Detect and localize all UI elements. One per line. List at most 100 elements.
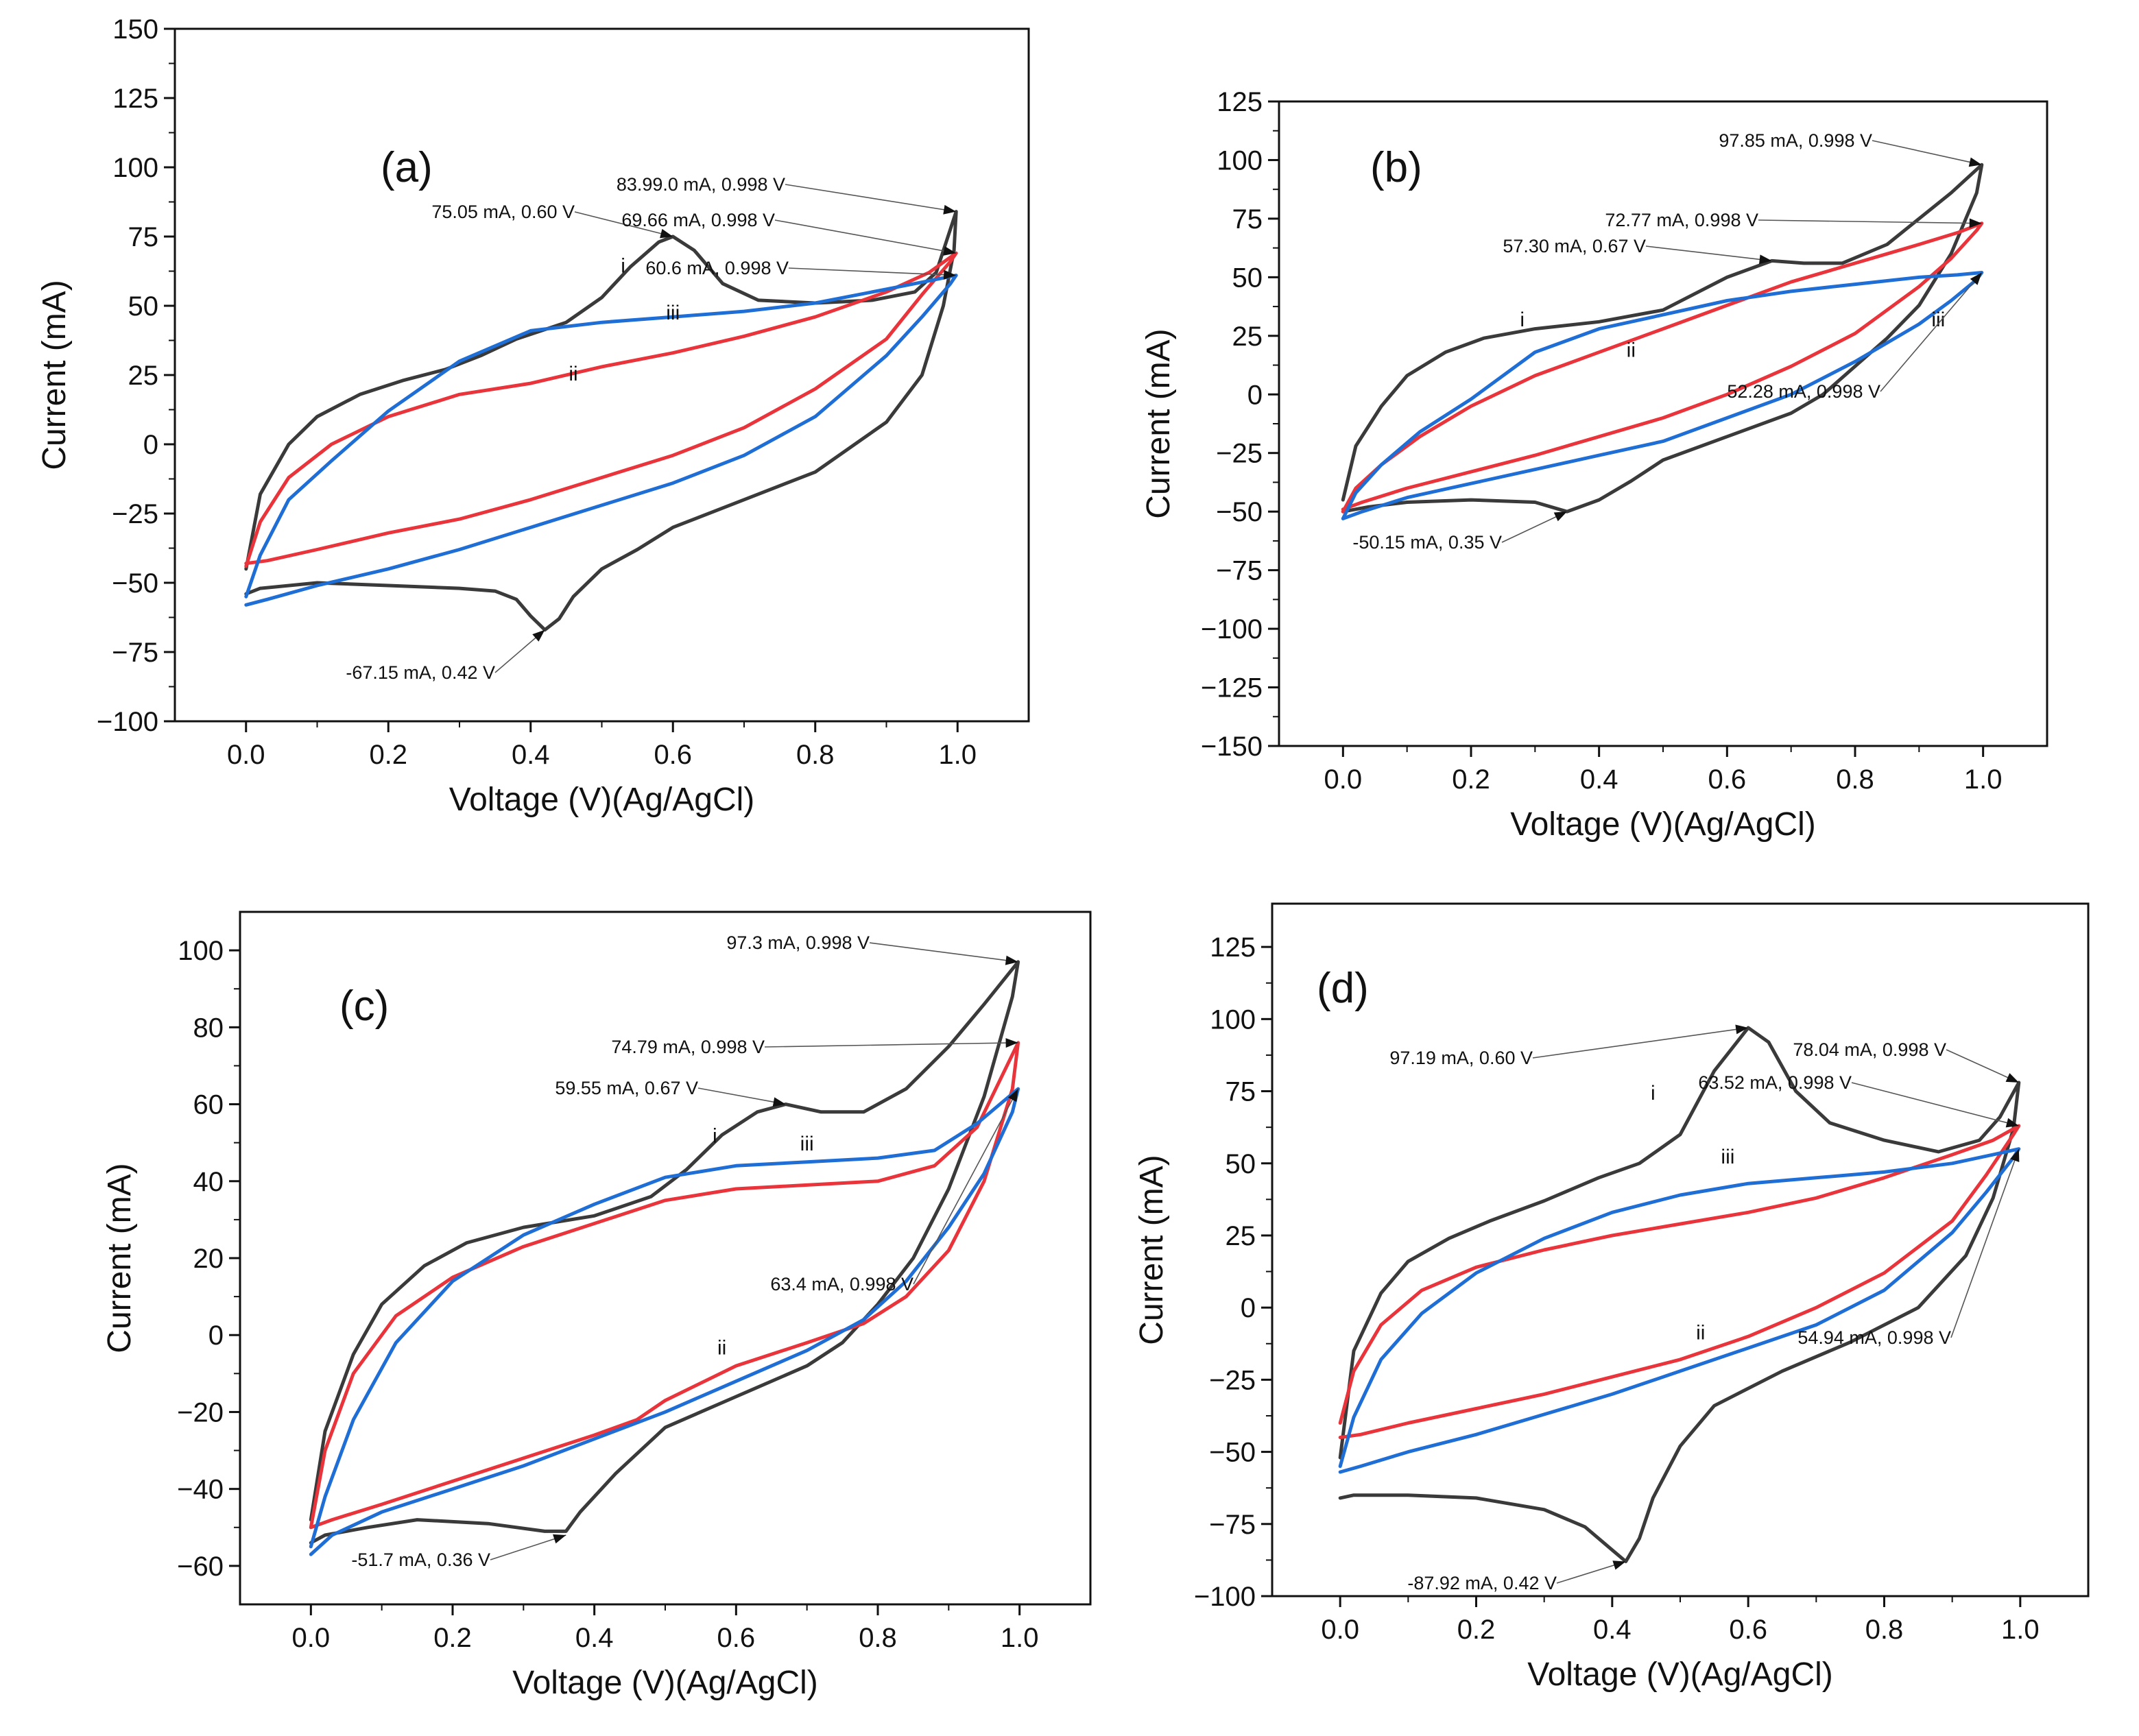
annotation-arrowhead	[2005, 1118, 2019, 1128]
y-tick-label: −75	[1216, 556, 1263, 586]
x-tick-label: 0.4	[575, 1623, 614, 1653]
x-axis: 0.0 0.2 0.4 0.6 0.8 1.0	[1321, 1596, 2040, 1645]
x-tick-label: 0.2	[1452, 764, 1490, 795]
y-tick-label: 60	[193, 1090, 224, 1120]
annotation-arrowhead	[553, 1534, 566, 1544]
annotation-label: -67.15 mA, 0.42 V	[346, 662, 495, 683]
x-tick-label: 0.2	[1457, 1615, 1496, 1645]
y-axis: −100 −75 −50 −25 0 25 50 75 100 125 150	[97, 14, 175, 737]
y-tick-label: 125	[1210, 932, 1256, 963]
y-tick-label: −40	[177, 1475, 224, 1505]
curve-label-i: i	[713, 1125, 717, 1148]
x-tick-label: 0.2	[369, 740, 407, 770]
x-tick-label: 1.0	[1001, 1623, 1039, 1653]
series-i-line	[244, 210, 958, 632]
annotation-arrowhead	[1735, 1024, 1749, 1035]
x-tick-label: 0.8	[1865, 1615, 1904, 1645]
annotation-label: 97.85 mA, 0.998 V	[1719, 130, 1872, 151]
curve-label-iii: iii	[666, 302, 680, 324]
x-tick-label: 0.4	[1593, 1615, 1632, 1645]
y-tick-label: 0	[1241, 1293, 1256, 1323]
curve-label-i: i	[1520, 309, 1525, 331]
y-tick-label: 100	[1217, 145, 1263, 176]
series-iii-line	[244, 274, 958, 607]
annotation-arrowhead	[1969, 218, 1982, 228]
curve-label-iii: iii	[1721, 1146, 1734, 1168]
annotation-arrowhead	[1970, 272, 1982, 285]
annotation-arrowhead	[943, 246, 957, 256]
curve-label-ii: ii	[569, 363, 577, 385]
y-tick-label: −75	[112, 638, 158, 668]
annotation-arrow-line	[785, 184, 957, 213]
y-tick-label: 125	[112, 84, 158, 114]
annotation-arrow-line	[788, 267, 957, 276]
x-tick-label: 0.6	[1729, 1615, 1767, 1645]
y-axis-title: Current (mA)	[101, 1163, 138, 1353]
y-tick-label: 100	[1210, 1004, 1256, 1035]
y-tick-label: −150	[1201, 732, 1263, 762]
y-tick-label: 25	[1226, 1221, 1256, 1251]
annotation-arrowhead	[2005, 1073, 2019, 1083]
series-iii-line	[1341, 271, 1984, 520]
annotation-arrowhead	[943, 269, 957, 280]
annotation-arrowhead	[1005, 955, 1018, 965]
x-tick-label: 0.0	[292, 1623, 331, 1653]
annotation-label: 97.19 mA, 0.60 V	[1389, 1048, 1533, 1068]
annotation-label: 75.05 mA, 0.60 V	[431, 202, 575, 222]
annotation-label: 57.30 mA, 0.67 V	[1503, 236, 1646, 256]
y-tick-label: −125	[1201, 673, 1263, 703]
y-tick-label: 100	[178, 936, 224, 966]
y-tick-label: −25	[1216, 439, 1263, 469]
annotation-arrow-line	[1532, 1027, 1749, 1059]
annotation-arrowhead	[772, 1097, 786, 1107]
y-tick-label: 0	[1247, 380, 1263, 410]
series-i-line	[1338, 1026, 2021, 1563]
y-tick-label: −100	[1194, 1582, 1256, 1612]
x-tick-label: 0.0	[1324, 764, 1363, 795]
y-tick-label: 50	[1232, 263, 1263, 293]
annotation-label: 83.99.0 mA, 0.998 V	[617, 174, 785, 195]
y-axis-title: Current (mA)	[1134, 1155, 1170, 1345]
x-tick-label: 0.2	[433, 1623, 472, 1653]
annotation-label: 54.94 mA, 0.998 V	[1797, 1327, 1951, 1348]
panel-a: 0.0 0.2 0.4 0.6 0.8 1.0 −100 −75 −50 −25 0 25 50 75 10…	[36, 14, 1030, 818]
x-tick-label: 1.0	[1964, 764, 2003, 795]
y-tick-label: 40	[193, 1167, 224, 1197]
x-tick-label: 0.4	[512, 740, 550, 770]
annotation-label: 52.28 mA, 0.998 V	[1727, 381, 1880, 402]
panel-label: (b)	[1370, 144, 1422, 191]
y-tick-label: −50	[112, 568, 158, 599]
annotation-arrowhead	[943, 204, 957, 215]
annotation-arrow-line	[574, 211, 673, 237]
y-tick-label: −25	[1209, 1365, 1256, 1395]
y-tick-label: 80	[193, 1013, 224, 1043]
annotation-arrow-line	[869, 942, 1018, 963]
annotation-arrowhead	[1005, 1038, 1018, 1048]
x-axis: 0.0 0.2 0.4 0.6 0.8 1.0	[227, 721, 977, 770]
x-axis-title: Voltage (V)(Ag/AgCl)	[1510, 806, 1816, 843]
y-tick-label: 25	[1232, 322, 1263, 352]
annotation-arrowhead	[1612, 1560, 1626, 1570]
annotation-label: 63.52 mA, 0.998 V	[1698, 1072, 1852, 1093]
y-axis-title: Current (mA)	[1140, 328, 1177, 518]
panel-label: (a)	[381, 144, 433, 191]
curve-label-i: i	[1651, 1082, 1656, 1105]
curve-label-ii: ii	[1627, 339, 1636, 362]
annotation-arrow-line	[1872, 140, 1982, 166]
annotation-arrowhead	[660, 228, 673, 239]
y-tick-label: 25	[128, 361, 159, 391]
annotation-arrow-line	[913, 1088, 1019, 1285]
annotation-label: 97.3 mA, 0.998 V	[726, 932, 870, 953]
y-axis: −150 −125 −100 −75 −50 −25 0 25 50 75 100 125	[1201, 87, 1279, 762]
y-tick-label: −50	[1209, 1438, 1256, 1468]
x-axis-title: Voltage (V)(Ag/AgCl)	[449, 782, 755, 818]
annotation-arrow-line	[1758, 219, 1982, 224]
annotation-label: 72.77 mA, 0.998 V	[1605, 210, 1758, 230]
x-axis: 0.0 0.2 0.4 0.6 0.8 1.0	[292, 1604, 1039, 1653]
x-tick-label: 0.4	[1580, 764, 1618, 795]
y-axis-title: Current (mA)	[36, 280, 73, 470]
x-axis: 0.0 0.2 0.4 0.6 0.8 1.0	[1324, 746, 2003, 795]
curve-label-iii: iii	[1931, 309, 1945, 331]
annotation-label: 63.4 mA, 0.998 V	[770, 1274, 913, 1294]
